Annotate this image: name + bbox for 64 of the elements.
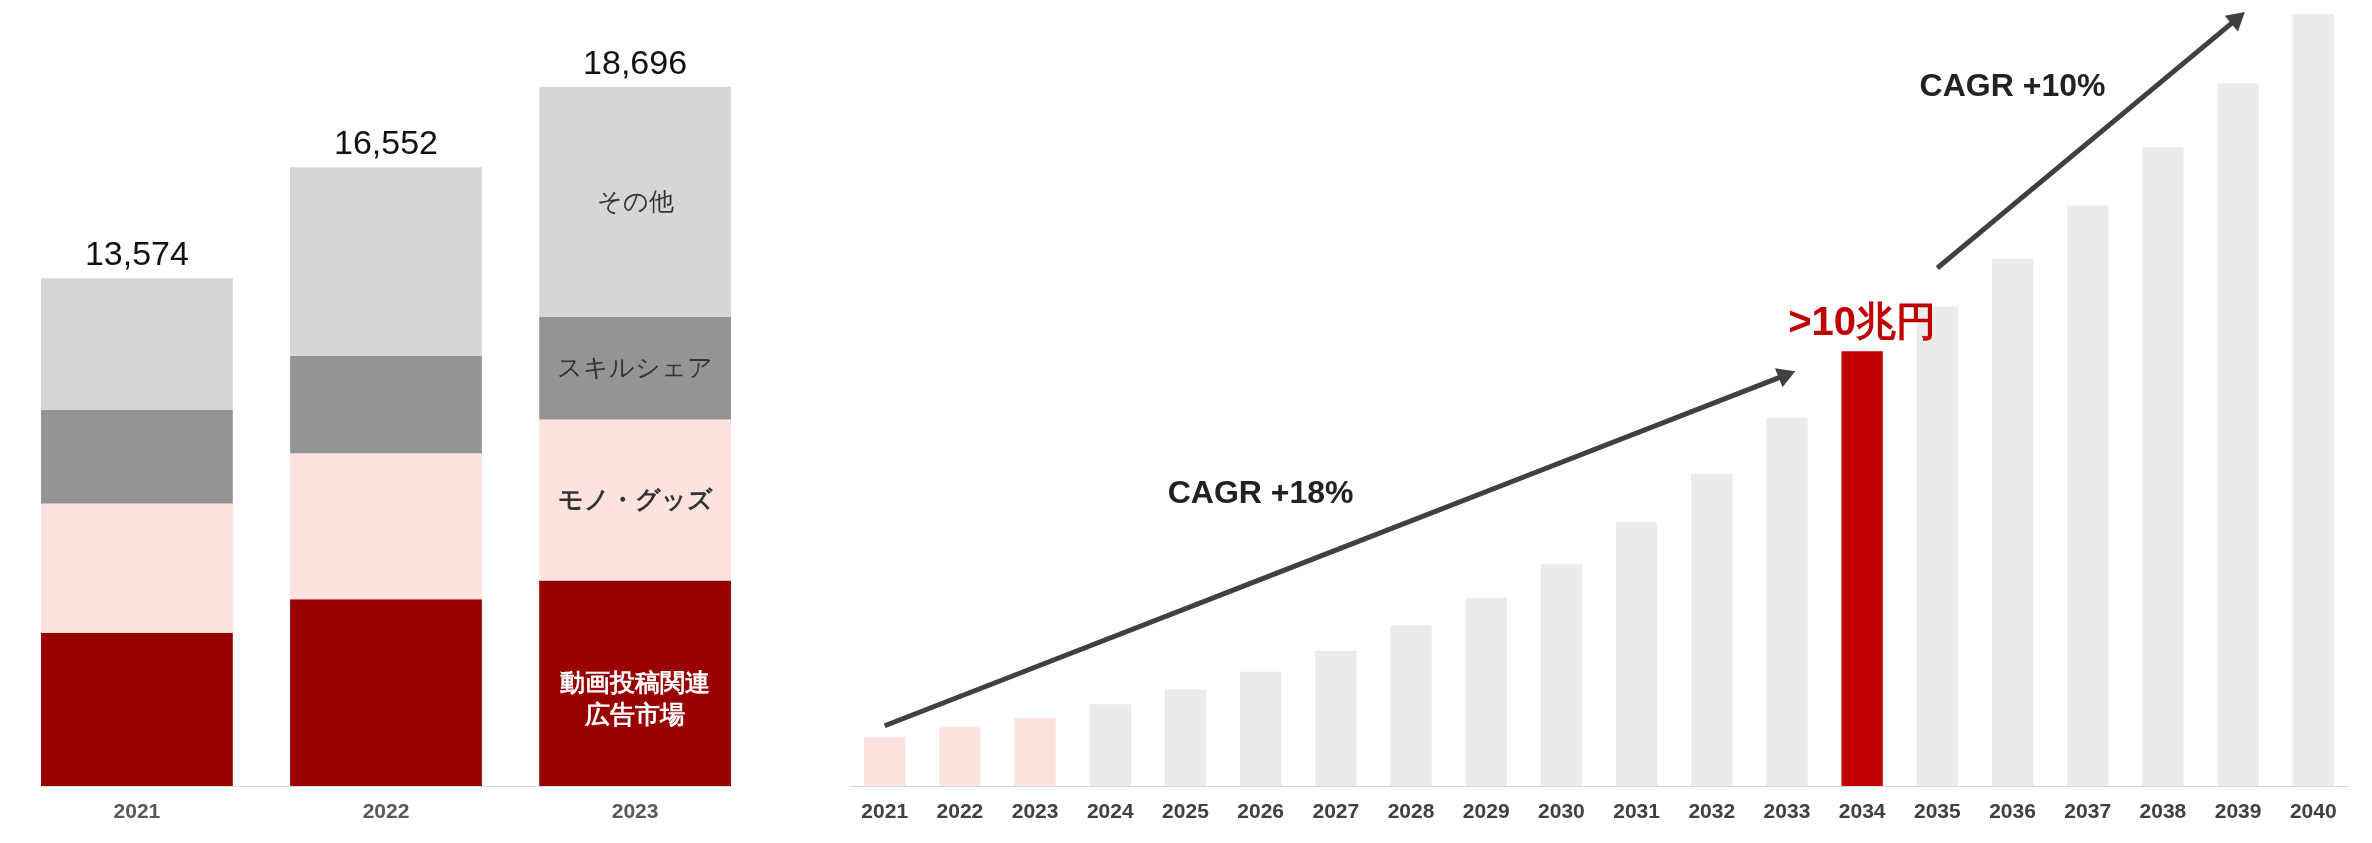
bar (1766, 417, 1808, 786)
series-label: 動画投稿関連広告市場 (559, 668, 711, 729)
bar (539, 316, 731, 420)
x-tick-label: 2040 (2289, 798, 2337, 822)
series-label: モノ・グッズ (557, 485, 713, 513)
bar (2292, 14, 2334, 786)
x-tick-label: 2028 (1387, 798, 1435, 822)
x-tick-label: 2035 (1913, 798, 1962, 822)
series-label: スキルシェア (557, 353, 714, 382)
bar (41, 632, 233, 786)
x-tick-label: 2022 (362, 798, 410, 822)
x-tick-label: 2038 (2139, 798, 2187, 822)
annotation: CAGR +10% (1919, 66, 2106, 103)
bar (1615, 521, 1658, 786)
bar (1014, 718, 1056, 786)
bar (2217, 83, 2259, 786)
bar (41, 503, 233, 633)
x-tick-label: 2034 (1838, 798, 1886, 822)
bar (539, 86, 731, 317)
x-tick-label: 2025 (1162, 798, 1210, 822)
annotation: CAGR +18% (1167, 474, 1354, 511)
annotation: 18,696 (583, 42, 688, 81)
bar (1841, 351, 1883, 786)
bar (864, 737, 906, 786)
x-tick-label: 2027 (1312, 798, 1360, 822)
x-tick-label: 2023 (1011, 798, 1059, 822)
series-label: その他 (596, 186, 674, 215)
x-tick-label: 2024 (1086, 798, 1134, 822)
bar (41, 278, 233, 410)
bar (2142, 147, 2184, 786)
bar (1315, 650, 1357, 786)
bar (1390, 625, 1432, 786)
x-tick-label: 2039 (2214, 798, 2262, 822)
bar (290, 599, 482, 786)
bar (41, 409, 233, 504)
bar (939, 726, 981, 786)
x-tick-label: 2030 (1538, 798, 1585, 822)
bar (1089, 704, 1131, 786)
x-tick-label: 2036 (1989, 798, 2036, 822)
bar (539, 419, 731, 581)
bar (1991, 258, 2034, 786)
bar (1540, 563, 1583, 786)
x-tick-label: 2026 (1237, 798, 1285, 822)
bar (290, 355, 482, 454)
bar (290, 453, 482, 600)
annotation: 16,552 (334, 123, 438, 162)
x-tick-label: 2023 (611, 798, 659, 822)
x-tick-label: 2021 (861, 798, 909, 822)
bar (1164, 689, 1207, 786)
bar (1239, 671, 1282, 786)
x-tick-label: 2029 (1462, 798, 1510, 822)
x-tick-label: 2031 (1613, 798, 1661, 822)
bar (539, 580, 731, 786)
bar (2067, 205, 2109, 786)
bar (1465, 597, 1507, 786)
x-tick-label: 2022 (936, 798, 984, 822)
x-tick-label: 2037 (2064, 798, 2112, 822)
x-tick-label: 2021 (113, 798, 161, 822)
annotation: >10兆円 (1788, 299, 1937, 344)
bar (1691, 474, 1733, 786)
annotation: 13,574 (84, 234, 189, 273)
x-tick-label: 2033 (1763, 798, 1811, 822)
bar (290, 167, 482, 356)
x-tick-label: 2032 (1688, 798, 1736, 822)
